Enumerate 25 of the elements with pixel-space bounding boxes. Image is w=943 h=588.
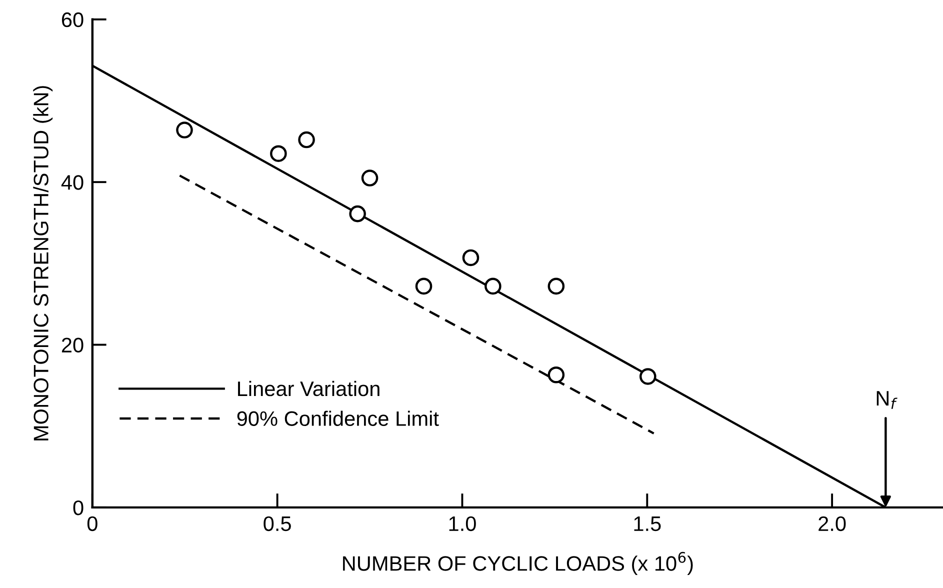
point	[349, 205, 366, 222]
x-tick-label: 0.5	[264, 516, 291, 532]
x-tick-label: 2.0	[818, 516, 846, 532]
x-axis-title: NUMBER OF CYCLIC LOADS (x 10$^{6}$)	[343, 552, 693, 575]
x-tick-label: 0	[87, 516, 98, 532]
x-tick-label: 1.5	[634, 516, 661, 532]
point	[270, 145, 287, 162]
point	[548, 278, 565, 295]
y-tick-label: 60	[62, 12, 84, 28]
point	[548, 366, 565, 384]
point	[484, 278, 502, 295]
point	[415, 278, 432, 295]
y-tick-label: 40	[61, 175, 84, 190]
x-tick-label: 1.0	[449, 516, 476, 532]
point	[176, 122, 193, 138]
annotation: N$_{f}$	[876, 391, 898, 409]
legend-label: 90% Confidence Limit	[237, 410, 439, 426]
legend-label: Linear Variation	[238, 380, 380, 396]
y-tick-label: 0	[73, 500, 84, 516]
point	[639, 368, 656, 385]
point	[462, 249, 480, 266]
point	[361, 170, 378, 186]
y-tick-label: 20	[62, 338, 84, 353]
y-axis-title: MONOTONIC STRENGTH/STUD (kN)	[33, 86, 53, 440]
point	[298, 131, 315, 148]
